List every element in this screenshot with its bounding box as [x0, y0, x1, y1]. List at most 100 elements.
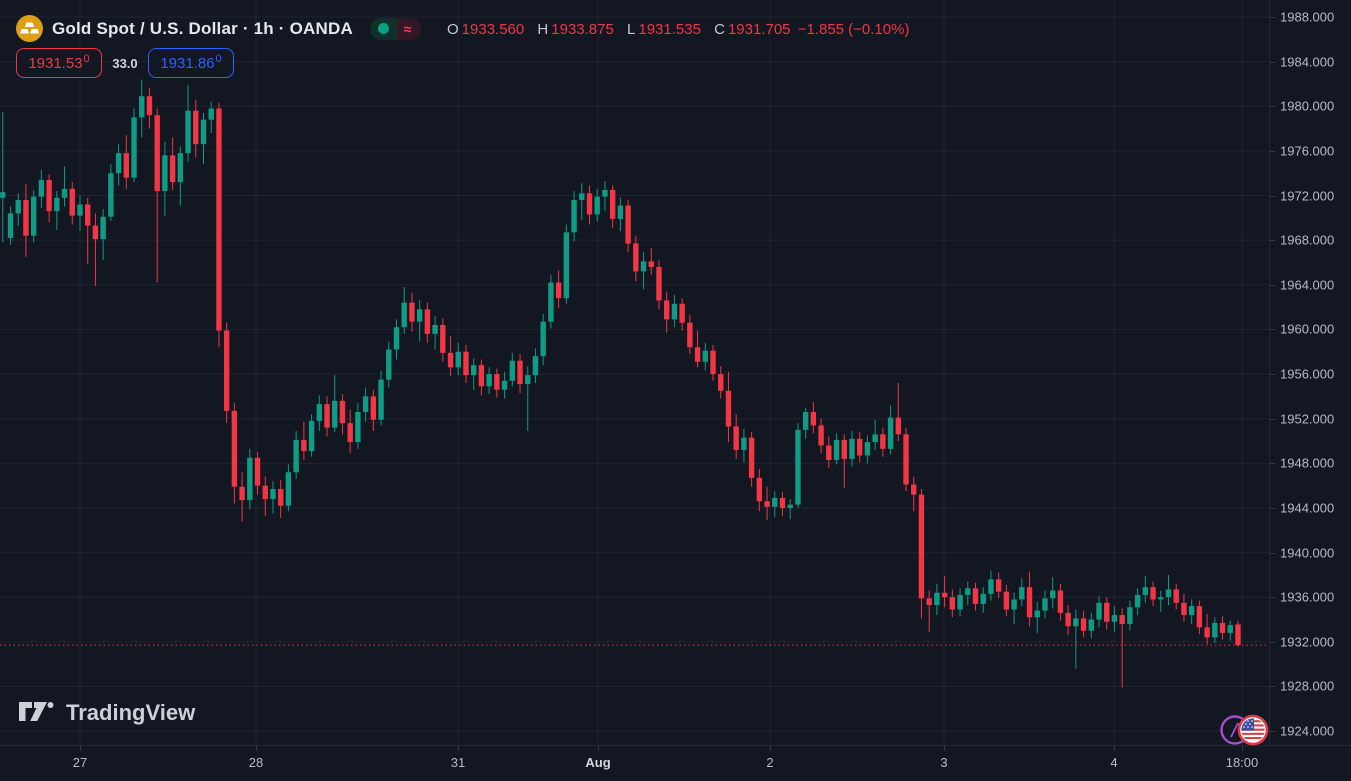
- candle-up: [563, 232, 570, 299]
- gold-symbol-icon: [16, 15, 43, 42]
- candle-up: [200, 119, 207, 145]
- price-axis[interactable]: 1931.705 26:23 1988.0001984.0001980.0001…: [1269, 0, 1351, 745]
- candle-up: [308, 420, 315, 452]
- candle-down: [555, 282, 562, 299]
- candle-down: [841, 439, 847, 459]
- ohlc-readout: O 1933.560 H 1933.875 L 1931.535 C 1931.705 …: [447, 21, 912, 38]
- candle-up: [393, 327, 400, 350]
- open-label: O: [447, 21, 459, 38]
- candle-up: [509, 360, 515, 381]
- candle-up: [247, 457, 253, 501]
- candle-up: [177, 153, 184, 183]
- candle-down: [1235, 624, 1241, 646]
- candle-down: [278, 488, 284, 506]
- candle-up: [1188, 606, 1195, 616]
- candle-down: [687, 322, 693, 348]
- candle-down: [1219, 622, 1226, 633]
- candle-up: [285, 472, 292, 506]
- candle-up: [741, 437, 747, 450]
- candle-down: [478, 365, 485, 387]
- candle-up: [100, 216, 106, 240]
- price-axis-label: 1952.000: [1280, 411, 1335, 427]
- candle-down: [146, 96, 153, 116]
- candle-down: [1003, 591, 1010, 610]
- candle-up: [640, 261, 647, 272]
- price-tick-mark: [1270, 463, 1275, 465]
- symbol-title[interactable]: Gold Spot / U.S. Dollar · 1h · OANDA: [52, 18, 353, 38]
- candle-down: [911, 484, 917, 495]
- price-tick-mark: [1270, 686, 1275, 688]
- bid-price: 1931.53: [28, 54, 83, 72]
- candle-up: [1011, 599, 1017, 610]
- candle-up: [872, 434, 878, 443]
- time-axis[interactable]: 27 28 31 Aug 2 3 4 18:00: [0, 745, 1351, 781]
- candle-down: [972, 588, 979, 604]
- candle-down: [440, 324, 446, 353]
- market-status-pill[interactable]: ≈: [369, 17, 421, 40]
- candle-down: [995, 579, 1002, 592]
- candle-up: [602, 189, 608, 197]
- candle-up: [525, 375, 531, 385]
- candlestick-chart: [0, 0, 1269, 745]
- tradingview-logo[interactable]: TradingView: [19, 700, 195, 726]
- candle-down: [339, 400, 346, 424]
- candle-up: [293, 439, 299, 473]
- sell-bid-button[interactable]: 1931.53 0: [16, 48, 102, 78]
- candle-up: [501, 380, 508, 390]
- delayed-data-icon: ≈: [396, 17, 421, 40]
- candle-down: [725, 390, 732, 427]
- candle-down: [23, 199, 29, 236]
- candle-up: [270, 488, 276, 500]
- candle-up: [355, 411, 361, 443]
- time-axis-label: Aug: [585, 755, 611, 770]
- time-axis-label: 18:00: [1225, 755, 1259, 770]
- candle-up: [1127, 607, 1133, 624]
- buy-ask-button[interactable]: 1931.86 0: [148, 48, 234, 78]
- time-tick-mark: [1114, 746, 1115, 751]
- time-axis-label: 27: [72, 755, 88, 770]
- candle-up: [1096, 602, 1102, 620]
- candle-down: [69, 188, 75, 216]
- price-tick-mark: [1270, 329, 1275, 331]
- candle-up: [54, 197, 60, 212]
- candle-down: [895, 417, 901, 435]
- candle-up: [532, 356, 539, 376]
- chart-pane[interactable]: [0, 0, 1269, 745]
- price-axis-label: 1984.000: [1280, 54, 1335, 70]
- candle-up: [1042, 598, 1048, 611]
- candle-up: [540, 321, 546, 357]
- price-axis-label: 1980.000: [1280, 98, 1335, 114]
- candle-down: [710, 350, 716, 375]
- candle-up: [671, 303, 678, 320]
- candle-up: [162, 155, 168, 192]
- price-tick-mark: [1270, 597, 1275, 599]
- candle-down: [1119, 615, 1125, 624]
- candle-down: [1026, 587, 1033, 618]
- candle-down: [1196, 606, 1203, 628]
- candle-down: [324, 404, 330, 428]
- candle-up: [386, 349, 392, 380]
- bid-price-fraction: 0: [83, 53, 90, 65]
- low-label: L: [627, 21, 636, 38]
- close-label: C: [714, 21, 725, 38]
- candle-up: [30, 196, 37, 236]
- candle-down: [154, 115, 160, 192]
- low-value: 1931.535: [638, 21, 701, 38]
- price-axis-label: 1964.000: [1280, 277, 1335, 293]
- price-tick-mark: [1270, 731, 1275, 733]
- time-axis-label: 3: [940, 755, 948, 770]
- tradingview-logo-icon: [19, 702, 54, 721]
- candle-up: [1073, 618, 1079, 627]
- candle-up: [115, 153, 122, 174]
- time-axis-label: 28: [248, 755, 264, 770]
- quote-row: 1931.53 0 33.0 1931.86 0: [16, 48, 234, 78]
- time-axis-label: 4: [1110, 755, 1118, 770]
- candle-up: [61, 188, 68, 198]
- economic-event-badges[interactable]: [1219, 712, 1271, 748]
- price-tick-mark: [1270, 641, 1275, 643]
- candle-down: [424, 309, 431, 334]
- candle-down: [85, 204, 91, 226]
- candle-up: [131, 117, 137, 178]
- candle-down: [262, 485, 268, 500]
- candle-down: [1150, 587, 1156, 600]
